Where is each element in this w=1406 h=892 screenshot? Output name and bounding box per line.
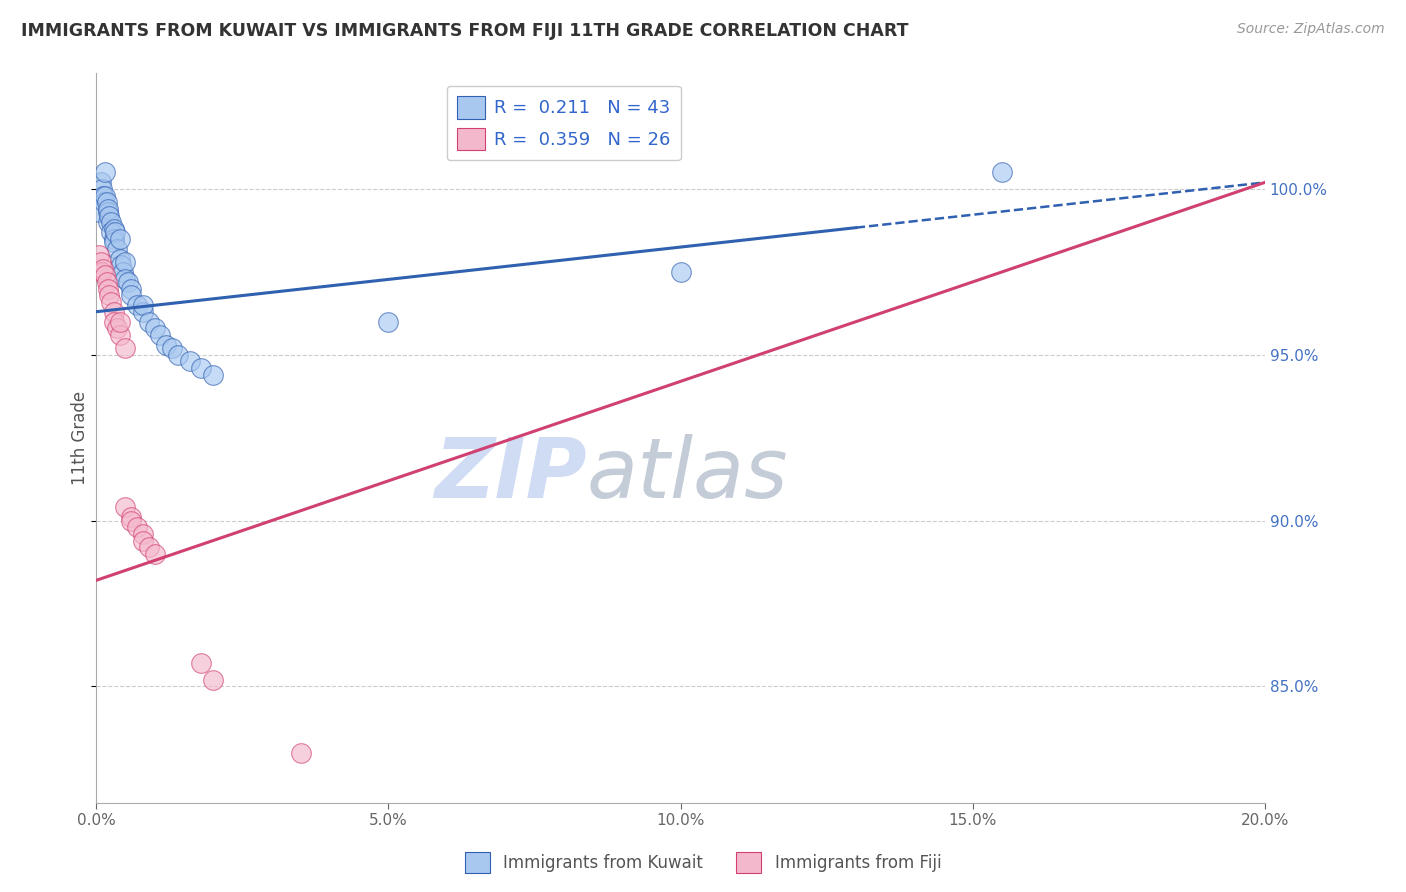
Point: [105, 321, 128, 335]
Point: [104, 225, 127, 239]
Point: [108, 315, 131, 329]
Point: [97, 281, 120, 295]
Point: [127, 520, 149, 534]
Point: [108, 252, 131, 266]
Point: [149, 328, 172, 343]
Y-axis label: 11th Grade: 11th Grade: [72, 391, 89, 485]
Point: [91, 265, 114, 279]
Point: [143, 547, 166, 561]
Legend: Immigrants from Kuwait, Immigrants from Fiji: Immigrants from Kuwait, Immigrants from …: [458, 846, 948, 880]
Legend: R =  0.211   N = 43, R =  0.359   N = 26: R = 0.211 N = 43, R = 0.359 N = 26: [447, 86, 681, 161]
Point: [111, 265, 134, 279]
Point: [97, 202, 120, 216]
Point: [100, 294, 122, 309]
Point: [377, 315, 399, 329]
Point: [93, 195, 115, 210]
Point: [91, 188, 114, 202]
Point: [179, 354, 201, 368]
Point: [202, 673, 225, 687]
Point: [89, 248, 111, 262]
Point: [132, 298, 155, 312]
Point: [100, 225, 122, 239]
Point: [991, 165, 1014, 179]
Point: [127, 298, 149, 312]
Point: [110, 258, 132, 272]
Point: [97, 205, 120, 219]
Point: [108, 232, 131, 246]
Point: [90, 255, 112, 269]
Point: [167, 348, 190, 362]
Point: [98, 288, 121, 302]
Point: [94, 188, 117, 202]
Point: [103, 304, 125, 318]
Point: [120, 281, 142, 295]
Text: IMMIGRANTS FROM KUWAIT VS IMMIGRANTS FROM FIJI 11TH GRADE CORRELATION CHART: IMMIGRANTS FROM KUWAIT VS IMMIGRANTS FRO…: [21, 22, 908, 40]
Point: [190, 361, 212, 376]
Point: [97, 215, 120, 229]
Point: [120, 510, 142, 524]
Point: [155, 338, 177, 352]
Point: [160, 341, 183, 355]
Point: [103, 232, 125, 246]
Point: [202, 368, 225, 382]
Point: [190, 657, 212, 671]
Point: [114, 271, 136, 285]
Point: [143, 321, 166, 335]
Point: [89, 205, 111, 219]
Point: [132, 304, 155, 318]
Point: [100, 215, 122, 229]
Point: [90, 175, 112, 189]
Point: [117, 275, 139, 289]
Point: [103, 315, 125, 329]
Point: [96, 195, 118, 210]
Point: [120, 514, 142, 528]
Point: [108, 328, 131, 343]
Point: [114, 341, 136, 355]
Point: [96, 275, 118, 289]
Point: [114, 255, 136, 269]
Point: [98, 209, 121, 223]
Point: [138, 540, 160, 554]
Point: [669, 265, 692, 279]
Point: [91, 261, 114, 276]
Point: [91, 182, 114, 196]
Point: [103, 235, 125, 249]
Point: [94, 165, 117, 179]
Text: atlas: atlas: [588, 434, 789, 515]
Point: [138, 315, 160, 329]
Point: [132, 533, 155, 548]
Point: [114, 500, 136, 515]
Point: [132, 527, 155, 541]
Text: Source: ZipAtlas.com: Source: ZipAtlas.com: [1237, 22, 1385, 37]
Text: ZIP: ZIP: [434, 434, 588, 515]
Point: [290, 746, 312, 760]
Point: [103, 222, 125, 236]
Point: [105, 242, 128, 256]
Point: [120, 288, 142, 302]
Point: [94, 268, 117, 283]
